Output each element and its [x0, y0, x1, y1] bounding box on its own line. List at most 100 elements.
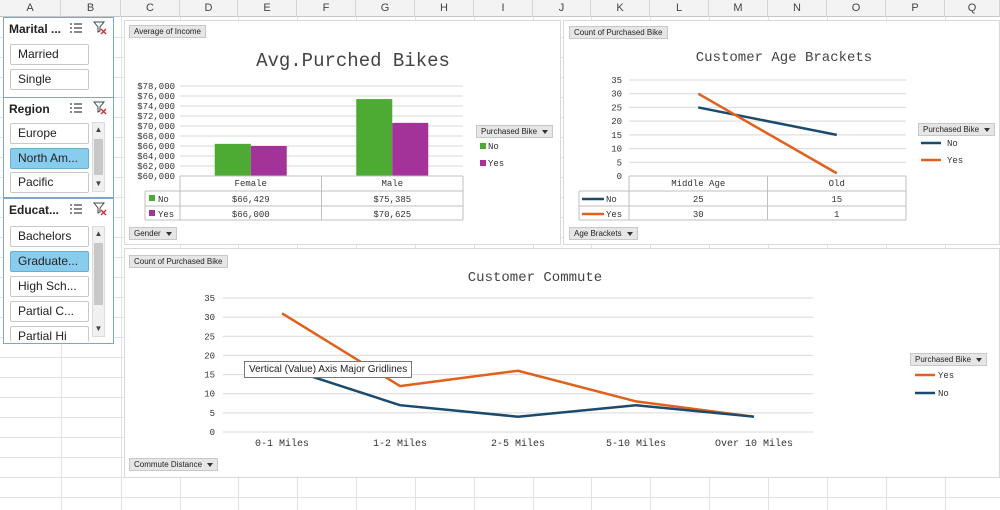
slicer-title: Marital ... [9, 22, 62, 36]
slicer-item-label: Single [18, 72, 52, 86]
clear-filter-icon[interactable] [93, 101, 107, 115]
column-header-b[interactable]: B [61, 0, 121, 17]
column-header-n[interactable]: N [768, 0, 827, 17]
y-tick-label: $60,000 [137, 172, 175, 182]
column-header-e[interactable]: E [238, 0, 297, 17]
column-header-i[interactable]: I [474, 0, 533, 17]
axis-field-label: Gender [134, 229, 161, 238]
y-tick-label: 10 [611, 145, 622, 155]
slicer-item-graduate[interactable]: Graduate... [10, 251, 89, 272]
grid-line [0, 497, 1000, 498]
scroll-thumb[interactable] [94, 139, 103, 175]
value-field-button[interactable]: Count of Purchased Bike [569, 26, 668, 39]
slicer-item-married[interactable]: Married [10, 44, 89, 65]
slicer-item-label: Bachelors [18, 229, 72, 243]
y-tick-label: 35 [204, 294, 215, 304]
grid-line [121, 17, 122, 510]
education-slicer[interactable]: Educat... Bachelors Graduate... High Sch… [3, 198, 114, 344]
avg-income-chart[interactable]: Average of Income Avg.Purched Bikes $60,0… [124, 20, 561, 245]
series-line-yes [697, 92, 838, 175]
column-header-h[interactable]: H [415, 0, 474, 17]
clear-filter-icon[interactable] [93, 202, 107, 216]
multi-select-icon[interactable] [69, 22, 83, 35]
y-tick-label: 30 [204, 313, 215, 323]
y-tick-label: 5 [617, 158, 622, 168]
column-header-j[interactable]: J [533, 0, 591, 17]
legend-label: No [488, 142, 499, 152]
column-header-d[interactable]: D [180, 0, 238, 17]
legend-key-no [149, 195, 155, 201]
column-header-p[interactable]: P [886, 0, 945, 17]
slicer-title: Region [9, 102, 50, 116]
y-tick-label: $72,000 [137, 112, 175, 122]
legend-label: Yes [947, 156, 963, 166]
bar-yes [392, 122, 429, 176]
column-header-c[interactable]: C [121, 0, 180, 17]
y-tick-label: $74,000 [137, 102, 175, 112]
data-value: $70,625 [373, 210, 411, 220]
data-value: 1 [834, 210, 839, 220]
column-header-l[interactable]: L [650, 0, 709, 17]
column-header-g[interactable]: G [356, 0, 415, 17]
column-header-m[interactable]: M [709, 0, 768, 17]
scroll-up-icon[interactable]: ▲ [94, 229, 103, 238]
y-tick-label: 25 [611, 103, 622, 113]
scroll-thumb[interactable] [94, 243, 103, 305]
series-label: No [606, 195, 617, 205]
slicer-item-partial-high-school[interactable]: Partial Hi [10, 326, 89, 342]
slicer-scrollbar[interactable]: ▲ ▼ [92, 226, 105, 337]
column-header-f[interactable]: F [297, 0, 356, 17]
age-brackets-chart[interactable]: Count of Purchased Bike Customer Age Bra… [563, 20, 1000, 245]
scroll-up-icon[interactable]: ▲ [94, 125, 103, 134]
slicer-item-high-school[interactable]: High Sch... [10, 276, 89, 297]
multi-select-icon[interactable] [69, 203, 83, 216]
value-field-button[interactable]: Count of Purchased Bike [129, 255, 228, 268]
axis-field-label: Age Brackets [574, 229, 622, 238]
x-tick-label: 2-5 Miles [491, 438, 545, 450]
slicer-item-label: High Sch... [18, 279, 77, 293]
slicer-item-pacific[interactable]: Pacific [10, 172, 89, 193]
legend-field-button[interactable]: Purchased Bike [918, 123, 996, 136]
legend-field-label: Purchased Bike [923, 125, 980, 134]
line-chart-svg: Customer Age Brackets 0 5 10 15 20 25 30 35 Middl… [578, 50, 963, 221]
slicer-item-label: North Am... [18, 151, 79, 165]
legend-label: Yes [488, 159, 504, 169]
bar-no [214, 143, 251, 176]
value-field-button[interactable]: Average of Income [129, 25, 207, 38]
column-header-o[interactable]: O [827, 0, 886, 17]
data-value: $66,000 [232, 210, 270, 220]
scroll-down-icon[interactable]: ▼ [94, 324, 103, 333]
multi-select-icon[interactable] [69, 102, 83, 115]
series-label: Yes [158, 210, 174, 220]
slicer-item-partial-college[interactable]: Partial C... [10, 301, 89, 322]
legend-field-button[interactable]: Purchased Bike [910, 353, 988, 366]
bar-yes [250, 146, 287, 176]
column-header-q[interactable]: Q [945, 0, 1000, 17]
slicer-item-bachelors[interactable]: Bachelors [10, 226, 89, 247]
axis-field-button[interactable]: Age Brackets [569, 227, 638, 240]
data-value: $75,385 [373, 195, 411, 205]
y-tick-label: 5 [210, 409, 215, 419]
marital-status-slicer[interactable]: Marital ... Married Single [3, 17, 114, 98]
chart-title: Avg.Purched Bikes [256, 50, 450, 72]
slicer-item-europe[interactable]: Europe [10, 123, 89, 144]
y-tick-label: $76,000 [137, 92, 175, 102]
y-tick-label: 20 [611, 117, 622, 127]
legend-field-button[interactable]: Purchased Bike [476, 125, 554, 138]
y-tick-label: $66,000 [137, 142, 175, 152]
slicer-item-north-america[interactable]: North Am... [10, 148, 89, 169]
commute-chart[interactable]: Count of Purchased Bike Customer Commute… [124, 248, 1000, 478]
scroll-down-icon[interactable]: ▼ [94, 179, 103, 188]
column-header-a[interactable]: A [0, 0, 61, 17]
region-slicer[interactable]: Region Europe North Am... Pacific ▲ ▼ [3, 97, 114, 198]
axis-field-button[interactable]: Gender [129, 227, 177, 240]
series-label: Yes [606, 210, 622, 220]
axis-field-button[interactable]: Commute Distance [129, 458, 219, 471]
series-label: No [158, 195, 169, 205]
y-tick-label: $64,000 [137, 152, 175, 162]
category-label: Male [381, 179, 403, 189]
clear-filter-icon[interactable] [93, 21, 107, 35]
column-header-k[interactable]: K [591, 0, 650, 17]
slicer-item-single[interactable]: Single [10, 69, 89, 90]
slicer-scrollbar[interactable]: ▲ ▼ [92, 122, 105, 192]
